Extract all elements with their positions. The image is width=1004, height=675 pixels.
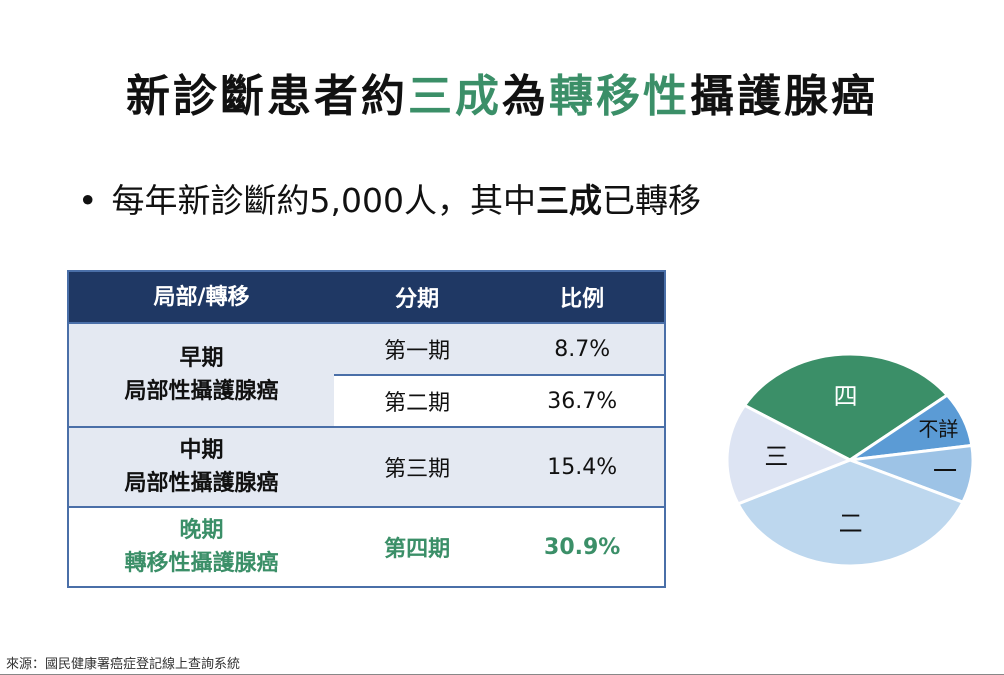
header-localized-metastatic: 局部/轉移 [68, 271, 334, 323]
ratio-cell: 8.7% [500, 322, 665, 375]
header-stage: 分期 [333, 271, 501, 323]
pie-slice-3 [735, 458, 965, 568]
bullet-text-2: 已轉移 [601, 181, 701, 220]
group-middle-line1: 中期 [179, 438, 224, 463]
pie-label-1: 不詳 [918, 417, 958, 441]
stage-cell: 第二期 [333, 374, 501, 427]
group-early-line1: 早期 [179, 346, 224, 371]
title-part-5: 攝護腺癌 [690, 71, 878, 122]
group-late-line2: 轉移性攝護腺癌 [124, 551, 279, 576]
source-note: 來源：國民健康署癌症登記線上查詢系統 [6, 657, 241, 672]
group-middle-line2: 局部性攝護腺癌 [124, 471, 279, 496]
title-highlight-metastatic: 轉移性 [549, 71, 690, 122]
table-header-row: 局部/轉移 分期 比例 [68, 271, 665, 323]
pie-label-3: 二 [839, 510, 863, 538]
table-row: 第二期 36.7% [68, 374, 665, 427]
pie-label-2: 一 [933, 457, 957, 485]
pie-label-4: 三 [764, 442, 788, 470]
pie-slice-4 [725, 403, 854, 506]
bullet-bold: 三成 [535, 181, 602, 220]
title-highlight-proportion: 三成 [408, 71, 502, 122]
bullet-point: • 每年新診斷約5,000人，其中三成已轉移 [78, 174, 701, 222]
stage-table: 局部/轉移 分期 比例 早期 局部性攝護腺癌 第一期 8.7% 第二期 36.7… [67, 270, 666, 588]
group-middle: 中期 局部性攝護腺癌 [68, 426, 334, 507]
table-row: 中期 局部性攝護腺癌 第三期 15.4% [68, 426, 665, 507]
table-row: 晚期 轉移性攝護腺癌 第四期 30.9% [68, 506, 665, 587]
title-part-1: 新診斷患者約 [126, 71, 408, 122]
pie-label-0: 四 [834, 383, 858, 411]
ratio-cell: 15.4% [500, 426, 665, 507]
stage-cell: 第三期 [333, 426, 501, 507]
bullet-text-1: 每年新診斷約5,000人，其中 [111, 181, 536, 220]
group-late-line1: 晚期 [179, 518, 224, 543]
group-early: 早期 局部性攝護腺癌 [68, 322, 334, 427]
table-row: 早期 局部性攝護腺癌 第一期 8.7% [68, 322, 665, 427]
bullet-dot-icon: • [78, 181, 98, 220]
stage-cell: 第四期 [333, 506, 501, 587]
page-title: 新診斷患者約三成為轉移性攝護腺癌 [0, 60, 1004, 124]
ratio-cell: 36.7% [500, 374, 665, 427]
header-ratio: 比例 [500, 271, 665, 323]
stage-cell: 第一期 [333, 322, 501, 375]
ratio-cell: 30.9% [500, 506, 665, 587]
title-part-3: 為 [502, 71, 549, 122]
group-late: 晚期 轉移性攝護腺癌 [68, 506, 334, 587]
group-early-line2: 局部性攝護腺癌 [124, 379, 279, 404]
pie-slice-0 [742, 352, 950, 462]
